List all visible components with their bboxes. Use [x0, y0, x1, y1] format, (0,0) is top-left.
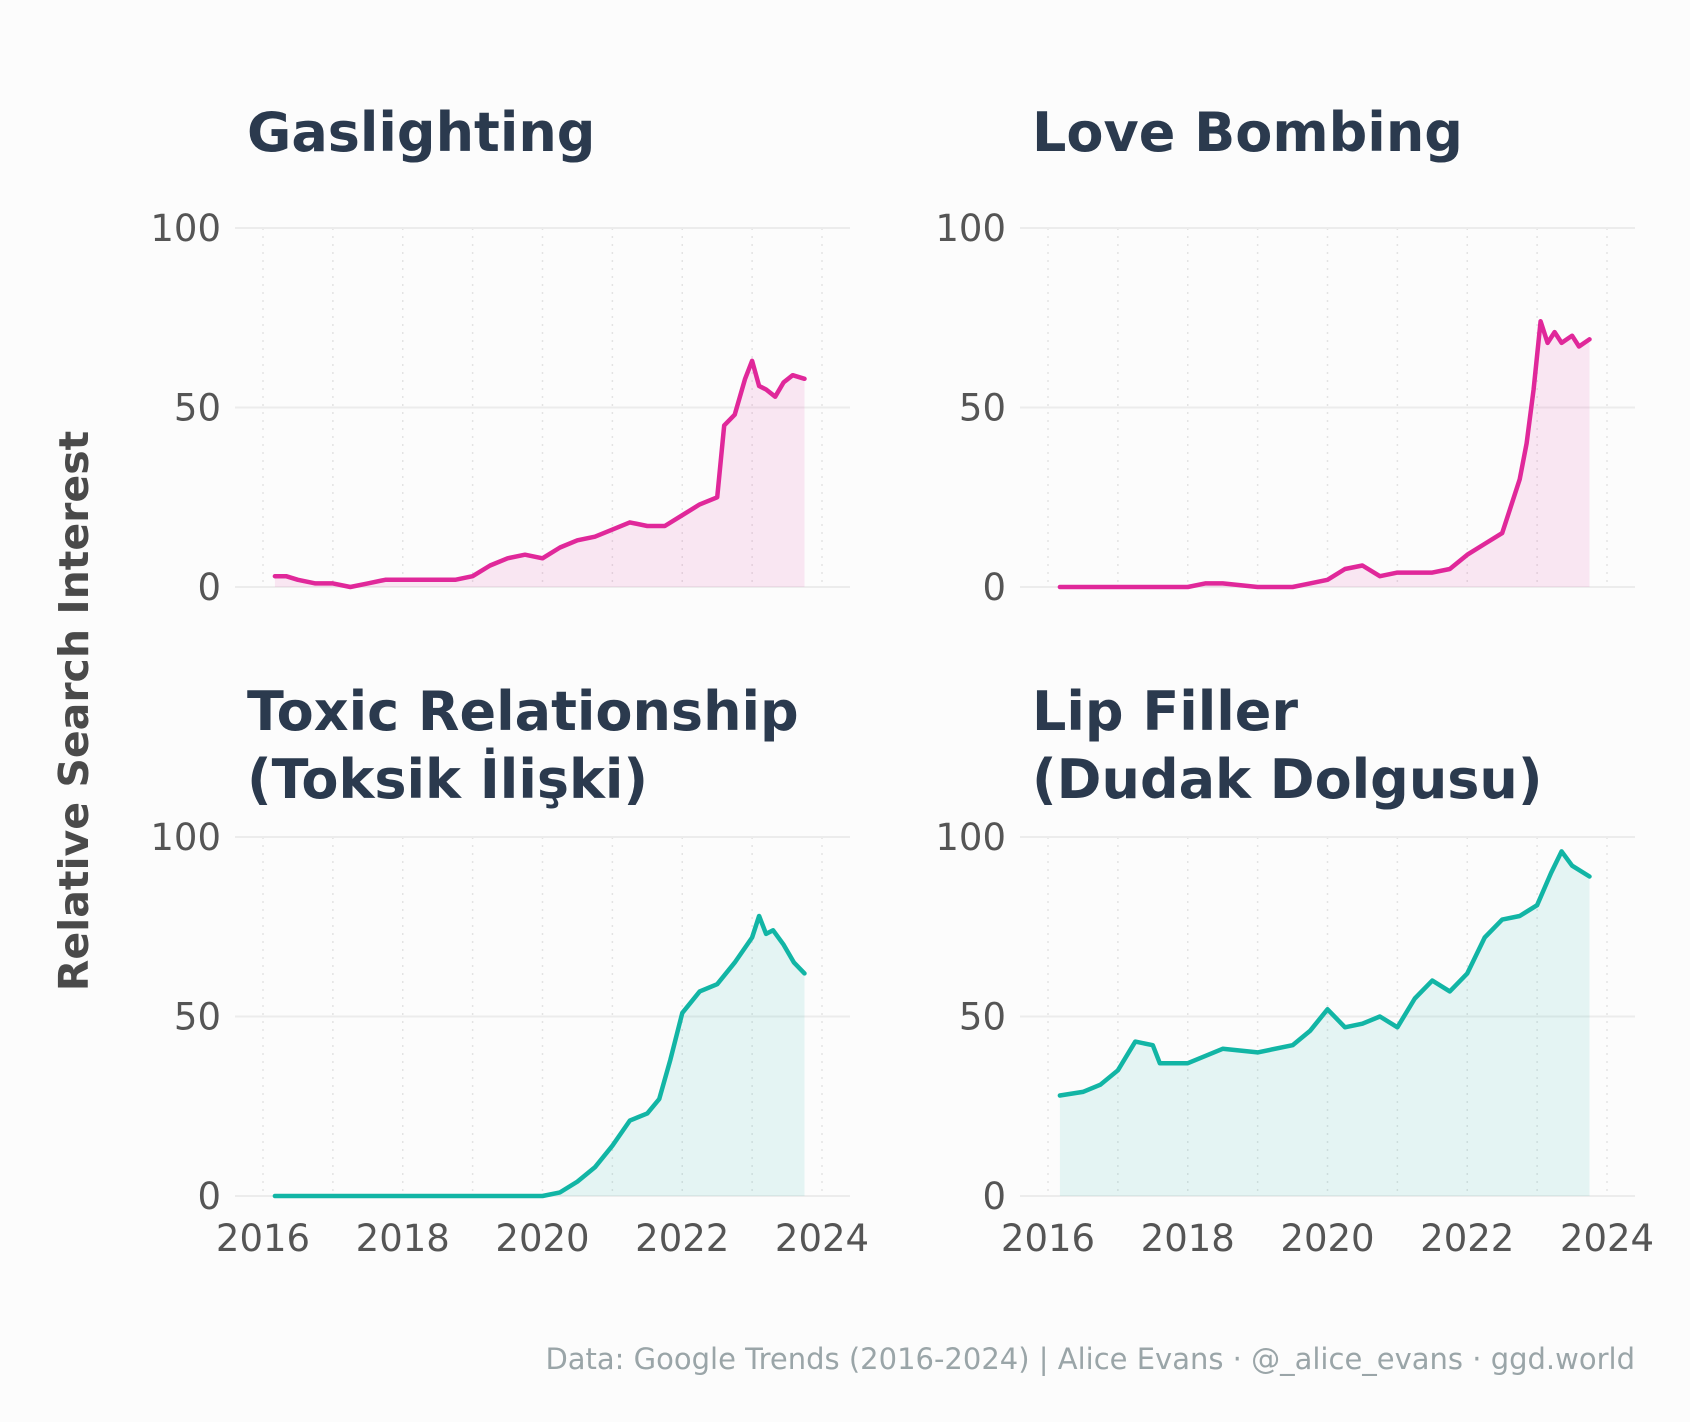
x-tick-label: 2020	[495, 1217, 589, 1260]
x-tick-label: 2024	[775, 1217, 869, 1260]
y-tick-label: 50	[959, 387, 1006, 430]
y-tick-label: 50	[174, 996, 221, 1039]
series-area	[1059, 851, 1590, 1196]
series-line	[272, 913, 807, 1199]
x-tick-label: 2016	[216, 1217, 310, 1260]
series-area	[1059, 321, 1590, 587]
x-tick-label: 2022	[1420, 1217, 1514, 1260]
y-tick-label: 0	[197, 566, 221, 609]
panel-title: Lip Filler	[1032, 680, 1298, 743]
series-line	[272, 358, 807, 590]
x-tick-label: 2018	[1141, 1217, 1235, 1260]
y-tick-label: 0	[982, 1175, 1006, 1218]
series-area	[274, 360, 805, 587]
panel-lip-filler: Lip Filler(Dudak Dolgusu) 0 50 100 2016 2018 2…	[935, 680, 1654, 1260]
y-tick-label: 0	[197, 1175, 221, 1218]
caption: Data: Google Trends (2016-2024) | Alice …	[545, 1342, 1635, 1376]
panel-title: Toxic Relationship	[247, 680, 799, 743]
x-tick-label: 2024	[1560, 1217, 1654, 1260]
series-area	[274, 916, 805, 1196]
panel-title: (Toksik İlişki)	[247, 748, 648, 811]
y-axis-label: Relative Search Interest	[50, 431, 98, 991]
panel-title: Love Bombing	[1032, 101, 1463, 164]
x-tick-label: 2022	[635, 1217, 729, 1260]
series-line	[1057, 849, 1592, 1098]
y-tick-label: 50	[174, 387, 221, 430]
panel-title: (Dudak Dolgusu)	[1032, 748, 1543, 811]
x-tick-label: 2020	[1280, 1217, 1374, 1260]
x-tick-label: 2018	[356, 1217, 450, 1260]
panel-gaslighting: Gaslighting 0 50 100	[150, 101, 850, 609]
panel-title: Gaslighting	[247, 101, 595, 164]
y-tick-label: 100	[935, 207, 1006, 250]
x-tick-label: 2016	[1001, 1217, 1095, 1260]
y-tick-label: 100	[150, 816, 221, 859]
panel-love-bombing: Love Bombing 0 50 100	[935, 101, 1635, 609]
y-tick-label: 0	[982, 566, 1006, 609]
panel-toxic-relationship: Toxic Relationship(Toksik İlişki) 0 50 100 2…	[150, 680, 869, 1260]
series-line	[1057, 319, 1592, 590]
y-tick-label: 50	[959, 996, 1006, 1039]
y-tick-label: 100	[935, 816, 1006, 859]
y-tick-label: 100	[150, 207, 221, 250]
